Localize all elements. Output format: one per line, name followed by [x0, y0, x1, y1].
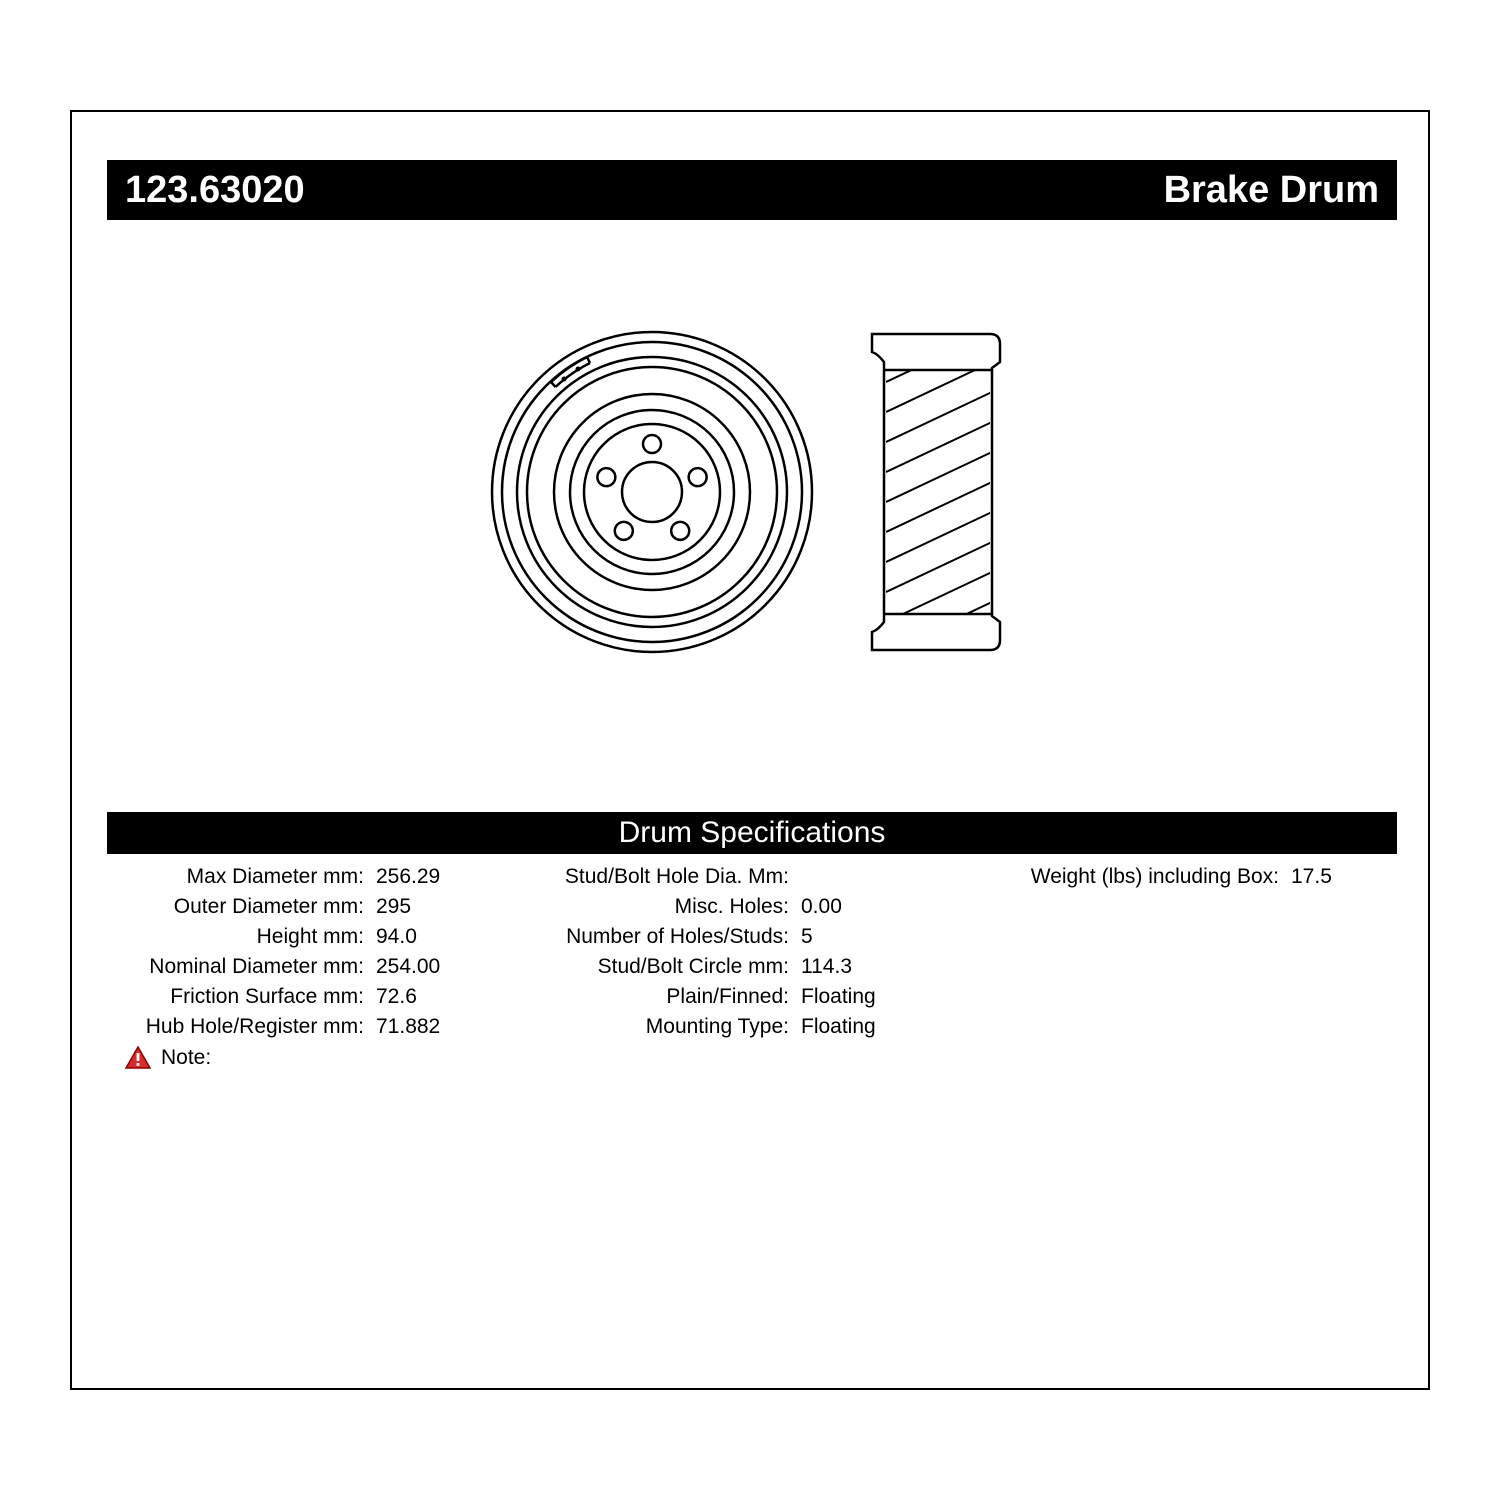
drum-side-view-icon — [852, 322, 1022, 662]
spec-label: Hub Hole/Register mm: — [107, 1015, 372, 1039]
header-bar: 123.63020 Brake Drum — [107, 160, 1397, 220]
spec-value: 256.29 — [372, 865, 440, 889]
spec-value: 71.882 — [372, 1015, 440, 1039]
spec-row: Outer Diameter mm: 295 — [107, 892, 527, 922]
spec-row: Friction Surface mm: 72.6 — [107, 982, 527, 1012]
product-name: Brake Drum — [1164, 169, 1379, 212]
spec-label: Outer Diameter mm: — [107, 895, 372, 919]
spec-value: 254.00 — [372, 955, 440, 979]
spec-row: Mounting Type: Floating — [527, 1012, 967, 1042]
spec-label: Mounting Type: — [527, 1015, 797, 1039]
technical-diagram — [72, 242, 1432, 742]
spec-row: Stud/Bolt Circle mm: 114.3 — [527, 952, 967, 982]
spec-label: Number of Holes/Studs: — [527, 925, 797, 949]
part-number: 123.63020 — [125, 169, 305, 212]
spec-value: 114.3 — [797, 955, 852, 979]
spec-row: Misc. Holes: 0.00 — [527, 892, 967, 922]
spec-row: Plain/Finned: Floating — [527, 982, 967, 1012]
note-label: Note: — [161, 1046, 211, 1070]
spec-value: Floating — [797, 985, 876, 1009]
spec-value: 94.0 — [372, 925, 417, 949]
spec-value: 0.00 — [797, 895, 842, 919]
warning-icon — [125, 1046, 151, 1070]
spec-row: Height mm: 94.0 — [107, 922, 527, 952]
spec-sheet-page: 123.63020 Brake Drum — [70, 110, 1430, 1390]
spec-label: Stud/Bolt Circle mm: — [527, 955, 797, 979]
spec-row: Stud/Bolt Hole Dia. Mm: — [527, 862, 967, 892]
spec-row: Nominal Diameter mm: 254.00 — [107, 952, 527, 982]
spec-label: Max Diameter mm: — [107, 865, 372, 889]
spec-label: Stud/Bolt Hole Dia. Mm: — [527, 865, 797, 889]
spec-value: 295 — [372, 895, 411, 919]
spec-value: 72.6 — [372, 985, 417, 1009]
spec-column-1: Max Diameter mm: 256.29 Outer Diameter m… — [107, 862, 527, 1074]
spec-row: Hub Hole/Register mm: 71.882 — [107, 1012, 527, 1042]
spec-label: Weight (lbs) including Box: — [967, 865, 1287, 889]
spec-value: 17.5 — [1287, 865, 1332, 889]
spec-label: Plain/Finned: — [527, 985, 797, 1009]
spec-column-3: Weight (lbs) including Box: 17.5 — [967, 862, 1397, 1074]
spec-value: 5 — [797, 925, 813, 949]
spec-row: Number of Holes/Studs: 5 — [527, 922, 967, 952]
spec-section-title: Drum Specifications — [107, 812, 1397, 854]
spec-row: Weight (lbs) including Box: 17.5 — [967, 862, 1397, 892]
spec-row: Max Diameter mm: 256.29 — [107, 862, 527, 892]
spec-table: Max Diameter mm: 256.29 Outer Diameter m… — [107, 862, 1397, 1074]
spec-label: Friction Surface mm: — [107, 985, 372, 1009]
spec-value: Floating — [797, 1015, 876, 1039]
spec-label: Height mm: — [107, 925, 372, 949]
spec-label: Misc. Holes: — [527, 895, 797, 919]
drum-front-view-icon — [482, 322, 822, 662]
spec-label: Nominal Diameter mm: — [107, 955, 372, 979]
note-row: Note: — [107, 1042, 527, 1074]
spec-column-2: Stud/Bolt Hole Dia. Mm: Misc. Holes: 0.0… — [527, 862, 967, 1074]
